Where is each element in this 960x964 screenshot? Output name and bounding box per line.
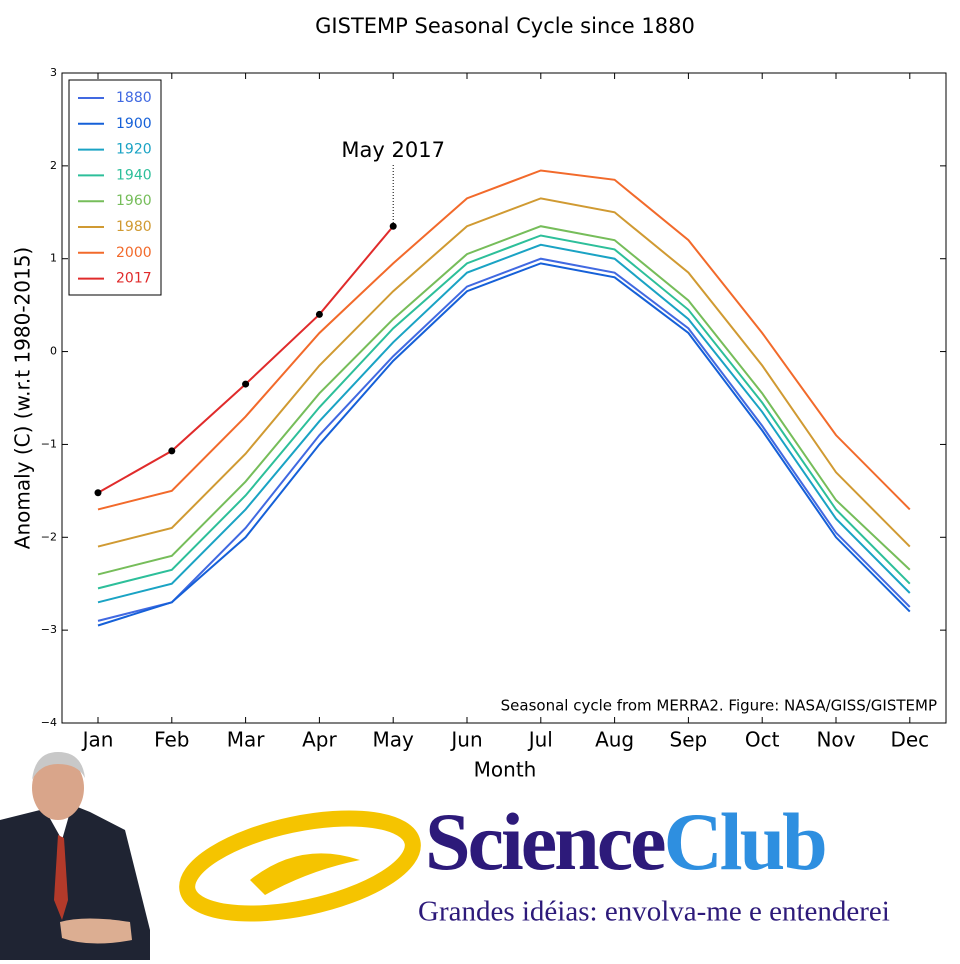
series-line: [97, 257, 911, 622]
y-axis-label: Anomaly (C) (w.r.t 1980-2015): [11, 247, 35, 549]
x-tick-label: May: [373, 728, 415, 752]
series-line: [97, 243, 911, 604]
legend-box: [68, 79, 162, 296]
x-tick-label: Dec: [890, 728, 929, 752]
tagline: Grandes idéias: envolva-me e entenderei: [418, 896, 890, 928]
series-line: [97, 169, 911, 511]
brand-part1: Science: [425, 796, 665, 887]
x-tick-label: Jun: [449, 728, 482, 752]
x-tick-label: Feb: [154, 728, 189, 752]
x-tick-label: Aug: [595, 728, 634, 752]
y-tick-label: 1: [50, 252, 57, 265]
legend-label: 2000: [116, 245, 152, 261]
x-tick-label: Oct: [745, 728, 780, 752]
series-line: [97, 262, 911, 627]
x-tick-label: Nov: [816, 728, 855, 752]
y-tick-label: −3: [41, 623, 57, 636]
legend-label: 1980: [116, 219, 152, 235]
point: [389, 222, 397, 230]
legend-label: 2017: [116, 271, 152, 287]
point: [242, 380, 250, 388]
point: [315, 310, 323, 318]
plot-frame: [61, 72, 947, 724]
series-line: [97, 225, 911, 576]
x-tick-label: Apr: [302, 728, 337, 752]
legend-label: 1900: [116, 116, 152, 132]
annotation: May 2017: [341, 138, 445, 162]
chart-title: GISTEMP Seasonal Cycle since 1880: [315, 14, 695, 38]
legend-label: 1880: [116, 90, 152, 106]
x-tick-label: Mar: [227, 728, 266, 752]
y-tick-label: 0: [50, 345, 57, 358]
legend-label: 1960: [116, 193, 152, 209]
portrait: [0, 752, 150, 960]
y-tick-label: −1: [41, 437, 57, 450]
note: Seasonal cycle from MERRA2. Figure: NASA…: [501, 697, 937, 715]
series-line: [97, 234, 911, 590]
logo-swoosh: [179, 810, 421, 922]
series-line: [97, 197, 911, 548]
banner: ScienceClub Grandes idéias: envolva-me e…: [0, 752, 890, 960]
legend: 1880 1900 1920 1940 1960 1980 2000 2017: [68, 79, 162, 296]
y-tick-label: 2: [50, 159, 57, 172]
y-tick-label: −4: [41, 716, 57, 729]
point: [168, 447, 176, 455]
brand-part2: Club: [664, 796, 826, 887]
brand: ScienceClub: [425, 796, 825, 887]
x-tick-label: Jan: [81, 728, 114, 752]
legend-label: 1920: [116, 142, 152, 158]
y-tick-label: 3: [50, 66, 57, 79]
y-tick-label: −2: [41, 530, 57, 543]
point: [94, 489, 102, 497]
legend-label: 1940: [116, 167, 152, 183]
x-tick-label: Sep: [670, 728, 708, 752]
x-tick-label: Jul: [527, 728, 553, 752]
x-axis-label: Month: [474, 758, 537, 782]
